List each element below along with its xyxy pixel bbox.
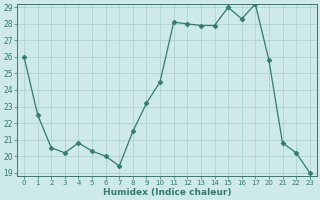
X-axis label: Humidex (Indice chaleur): Humidex (Indice chaleur) [103,188,231,197]
